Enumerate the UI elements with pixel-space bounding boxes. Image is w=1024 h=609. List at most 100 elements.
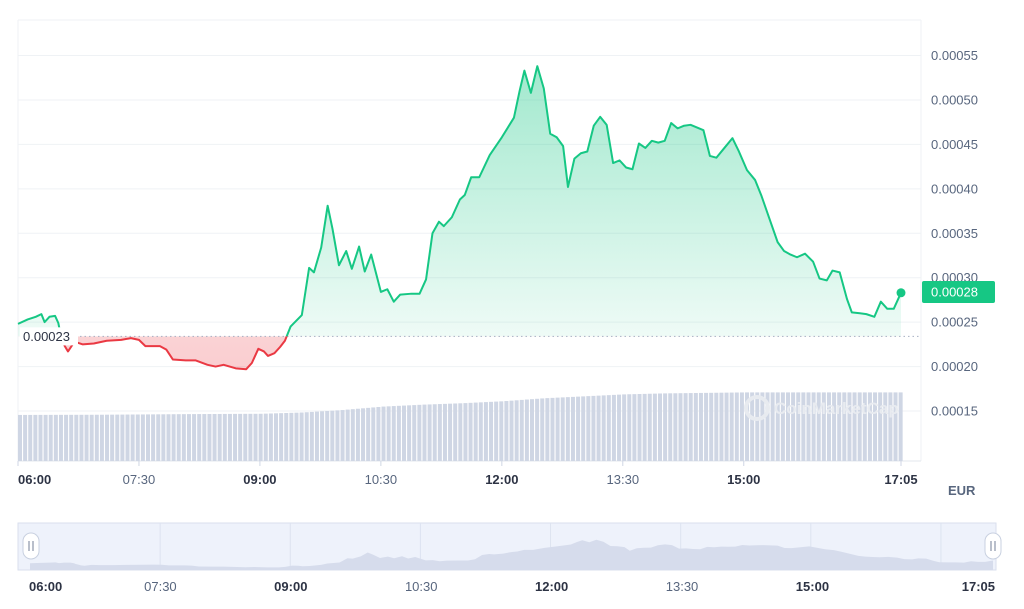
volume-bar (217, 413, 222, 461)
volume-bar (873, 392, 878, 461)
volume-bar (832, 392, 837, 461)
volume-bar (130, 414, 135, 461)
y-tick-label: 0.00055 (931, 48, 978, 63)
volume-bar (673, 393, 678, 461)
volume-bar (883, 392, 888, 461)
x-axis: 06:00 07:30 09:00 10:30 12:00 13:30 15:00 17:05… (17, 461, 976, 498)
volume-bar (796, 392, 801, 461)
volume-bar (540, 398, 545, 461)
volume-bar (893, 392, 898, 461)
volume-bar (678, 393, 683, 461)
y-tick-label: 0.00025 (931, 315, 978, 330)
price-line-up (17, 65, 902, 337)
volume-bar (545, 398, 550, 461)
navigator-right-handle[interactable] (984, 532, 1002, 560)
x-tick-label: 06:00 (18, 472, 51, 487)
volume-bar (494, 401, 499, 461)
volume-bar (627, 394, 632, 461)
volume-bar (371, 407, 376, 461)
volume-bar (294, 412, 299, 461)
x-tick-label: 15:00 (727, 472, 760, 487)
volume-bar (637, 394, 642, 461)
volume-bar (340, 410, 345, 461)
volume-bar (704, 392, 709, 461)
volume-bar (243, 413, 248, 461)
volume-bar (821, 392, 826, 461)
volume-bar (586, 396, 591, 461)
x-tick-label: 09:00 (243, 472, 276, 487)
navigator-mini-area (30, 539, 993, 570)
y-tick-label: 0.00020 (931, 359, 978, 374)
volume-bar (760, 392, 765, 461)
volume-bar (284, 413, 289, 461)
volume-bar (816, 392, 821, 461)
volume-bar (33, 414, 38, 461)
navigator-left-handle[interactable] (22, 532, 40, 560)
last-price-badge (922, 281, 995, 303)
volume-bar (570, 396, 575, 461)
volume-bar (320, 411, 325, 461)
price-line (17, 65, 906, 371)
volume-bar (99, 414, 104, 461)
volume-bar (417, 404, 422, 461)
volume-bar (617, 394, 622, 461)
navigator-tick-label: 15:00 (796, 579, 829, 594)
volume-bar (652, 393, 657, 461)
volume-bar (146, 414, 150, 461)
y-axis: 0.00055 0.00050 0.00045 0.00040 0.00035 0.000… (931, 48, 978, 419)
volume-bar (115, 414, 120, 461)
volume-bar (622, 394, 627, 461)
volume-bar (309, 411, 314, 461)
volume-bar (289, 412, 294, 461)
volume-bar (151, 414, 156, 461)
volume-bar (192, 414, 197, 461)
volume-bar (432, 404, 437, 461)
volume-bar (28, 414, 33, 461)
volume-bar (161, 414, 166, 461)
volume-bar (458, 403, 463, 461)
volume-bar (207, 414, 212, 461)
volume-bar (105, 414, 110, 461)
volume-bar (468, 402, 473, 461)
volume-bars (18, 392, 903, 461)
volume-bar (504, 401, 509, 461)
volume-bar (325, 410, 330, 461)
volume-bar (709, 392, 714, 461)
volume-bar (448, 403, 453, 461)
volume-bar (79, 414, 84, 461)
volume-bar (780, 392, 785, 461)
volume-bar (714, 392, 719, 461)
volume-bar (48, 414, 53, 461)
volume-bar (386, 406, 391, 461)
volume-bar (478, 402, 483, 461)
navigator-tick-label: 06:00 (29, 579, 62, 594)
x-tick-label: 13:30 (607, 472, 640, 487)
volume-bar (560, 397, 565, 461)
y-tick-label: 0.00050 (931, 92, 978, 107)
volume-bar (186, 414, 191, 461)
volume-bar (304, 412, 309, 461)
volume-bar (663, 393, 668, 461)
volume-bar (698, 392, 703, 461)
volume-bar (791, 392, 796, 461)
volume-bar (212, 413, 217, 461)
volume-bar (514, 400, 519, 461)
volume-bar (862, 392, 867, 461)
volume-bar (202, 414, 207, 461)
volume-bar (238, 413, 243, 461)
volume-bar (642, 393, 647, 461)
area-below-reference (18, 336, 901, 370)
volume-bar (38, 414, 43, 461)
volume-bar (64, 414, 69, 461)
y-tick-label: 0.00015 (931, 404, 978, 419)
time-range-navigator[interactable]: 06:00 07:30 09:00 10:30 12:00 13:30 15:00 17:05 (17, 522, 1002, 594)
reference-label-bg (20, 327, 78, 346)
navigator-tick-label: 09:00 (274, 579, 307, 594)
y-tick-label: 0.00035 (931, 226, 978, 241)
volume-bar (668, 393, 673, 461)
volume-bar (53, 414, 58, 461)
navigator-tick-label: 13:30 (666, 579, 699, 594)
volume-bar (658, 393, 662, 461)
